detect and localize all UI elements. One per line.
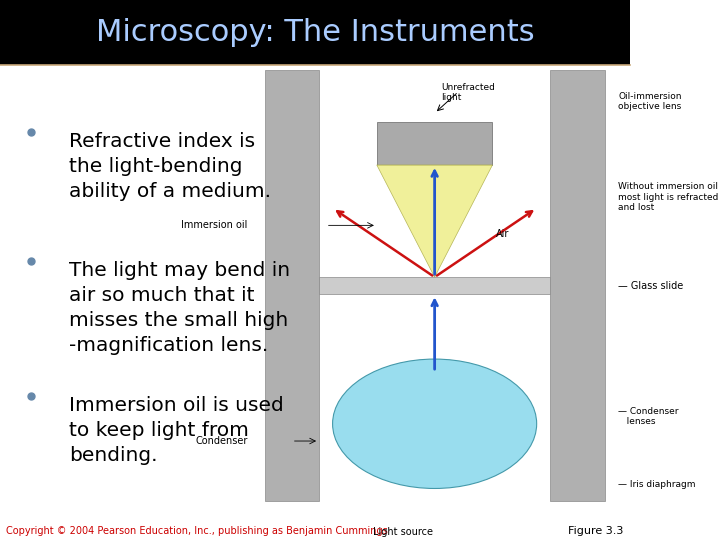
Text: The light may bend in
air so much that it
misses the small high
-magnification l: The light may bend in air so much that i… (69, 261, 290, 355)
Text: Unrefracted
light: Unrefracted light (441, 83, 495, 103)
Text: Without immersion oil
most light is refracted
and lost: Without immersion oil most light is refr… (618, 182, 719, 212)
Bar (264, 70, 319, 502)
Polygon shape (377, 165, 492, 277)
Text: Microscopy: The Instruments: Microscopy: The Instruments (96, 18, 534, 47)
Text: — Condenser
   lenses: — Condenser lenses (618, 407, 679, 426)
Text: Immersion oil is used
to keep light from
bending.: Immersion oil is used to keep light from… (69, 396, 284, 465)
Text: — Glass slide: — Glass slide (618, 281, 683, 291)
Ellipse shape (333, 359, 536, 489)
Text: Condenser: Condenser (195, 436, 248, 446)
Text: Light source: Light source (374, 527, 433, 537)
Bar (550, 70, 605, 502)
Text: — Iris diaphragm: — Iris diaphragm (618, 480, 696, 489)
Bar (319, 277, 550, 294)
Text: Figure 3.3: Figure 3.3 (568, 526, 624, 536)
Text: Air: Air (496, 229, 509, 239)
Text: Immersion oil: Immersion oil (181, 220, 248, 231)
FancyBboxPatch shape (0, 0, 630, 65)
FancyBboxPatch shape (264, 70, 605, 502)
Text: Refractive index is
the light-bending
ability of a medium.: Refractive index is the light-bending ab… (69, 132, 271, 201)
Text: Oil-immersion
objective lens: Oil-immersion objective lens (618, 92, 682, 111)
Bar (377, 122, 492, 165)
Text: Copyright © 2004 Pearson Education, Inc., publishing as Benjamin Cummings: Copyright © 2004 Pearson Education, Inc.… (6, 526, 388, 536)
